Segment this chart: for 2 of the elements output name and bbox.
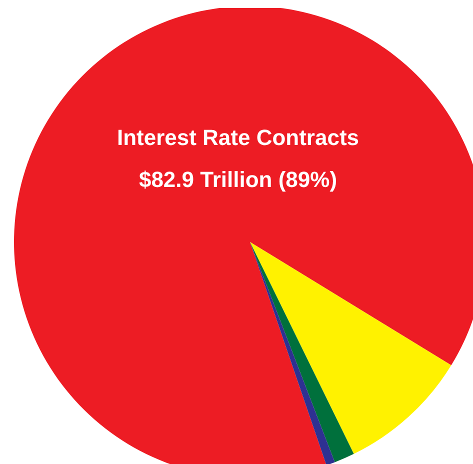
slice-label: Interest Rate Contracts [116,125,360,150]
data-label: $82.9 Trillion (89%) [138,167,338,192]
